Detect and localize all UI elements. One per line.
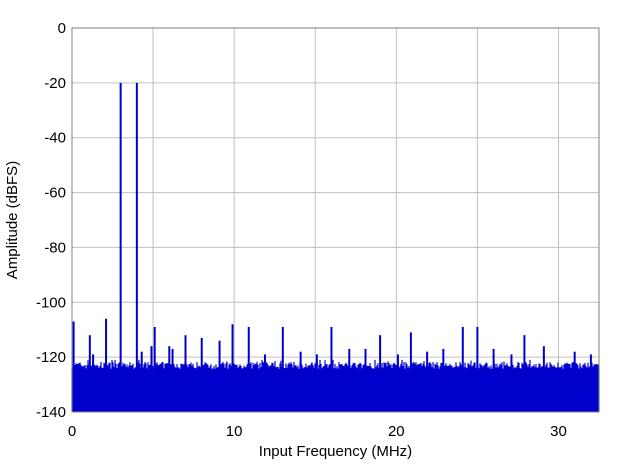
- y-tick-label: -80: [44, 239, 66, 256]
- y-tick-label: -20: [44, 75, 66, 92]
- y-axis-label: Amplitude (dBFS): [4, 161, 21, 279]
- x-tick-label: 0: [68, 423, 76, 440]
- y-tick-label: -60: [44, 185, 66, 202]
- x-tick-labels: 0 10 20 30: [68, 423, 567, 440]
- y-tick-label: -100: [36, 294, 66, 311]
- x-tick-label: 20: [388, 423, 405, 440]
- plot-frame: [71, 27, 600, 413]
- y-tick-label: -120: [36, 349, 66, 366]
- x-tick-label: 10: [226, 423, 243, 440]
- noise-floor: [71, 359, 600, 412]
- y-tick-labels: 0 -20 -40 -60 -80 -100 -120 -140: [36, 20, 66, 421]
- y-tick-label: -40: [44, 130, 66, 147]
- y-tick-label: -140: [36, 404, 66, 421]
- noise-floor-base: [72, 395, 599, 412]
- x-tick-label: 30: [550, 423, 567, 440]
- spectrum-spurs: [72, 82, 592, 374]
- y-tick-label: 0: [58, 20, 66, 37]
- x-axis-label: Input Frequency (MHz): [259, 443, 412, 460]
